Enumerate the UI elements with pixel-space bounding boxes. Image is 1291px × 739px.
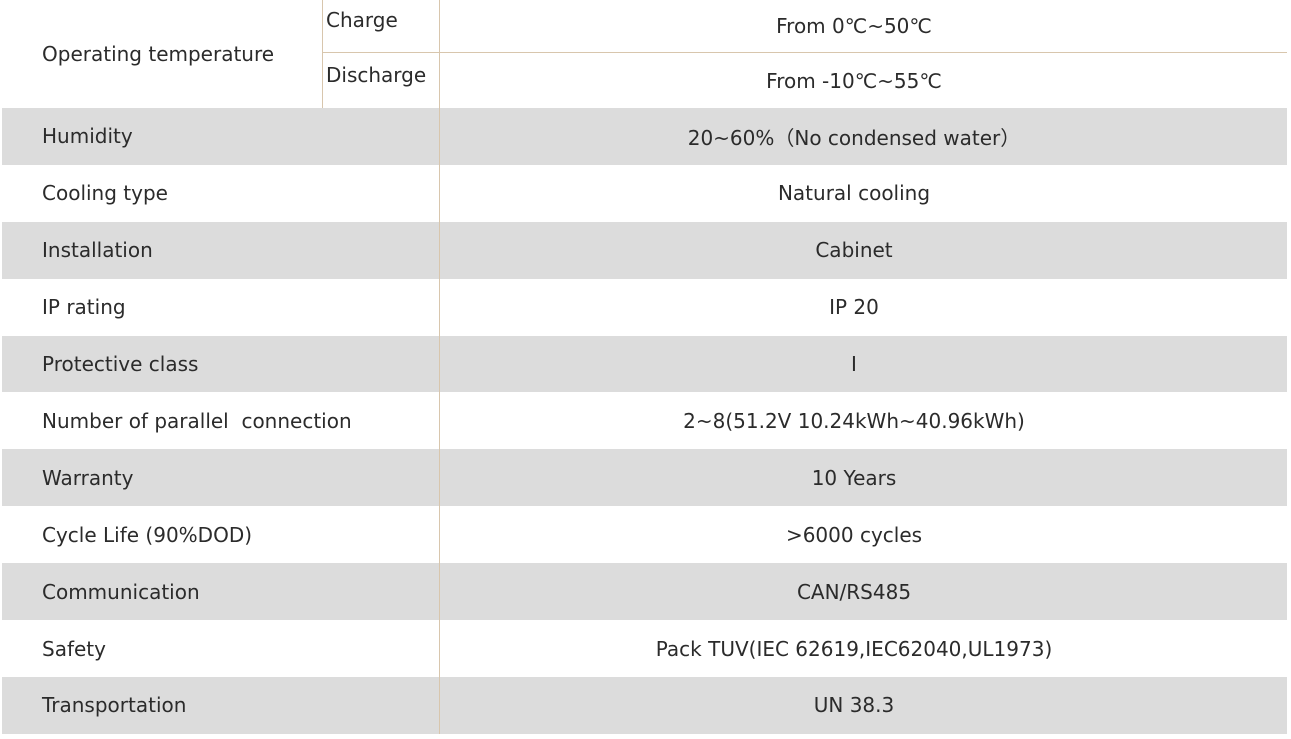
row-label: Cycle Life (90%DOD) [42,522,253,547]
table-row: Transportation UN 38.3 [2,677,1287,734]
cell-value: IP 20 [829,295,879,320]
table-row: Communication CAN/RS485 [2,563,1287,621]
table-row: Installation Cabinet [2,221,1287,279]
row-label: IP rating [42,295,126,320]
row-label: Communication [42,579,200,604]
table-row: IP rating IP 20 [2,279,1287,336]
cell-value: 20~60%（No condensed water） [687,125,1021,150]
divider [322,0,323,108]
row-label: Installation [42,238,153,263]
cell-value: Cabinet [815,238,893,263]
sub-label: Charge [326,8,398,32]
divider [439,0,440,734]
divider [322,52,1287,53]
row-label: Humidity [42,124,133,149]
row-label: Warranty [42,465,134,490]
cell-value: >6000 cycles [785,522,923,547]
cell-value: From -10℃~55℃ [766,68,942,93]
row-label: Transportation [42,693,187,718]
row-label: Protective class [42,352,199,377]
cell-value: From 0℃~50℃ [776,14,932,38]
row-label: Operating temperature [42,42,275,66]
table-row: Humidity 20~60%（No condensed water） [2,108,1287,165]
table-row: Cooling type Natural cooling [2,165,1287,222]
cell-value: 2~8(51.2V 10.24kWh~40.96kWh) [683,408,1025,433]
cell-value: Pack TUV(IEC 62619,IEC62040,UL1973) [655,636,1053,661]
row-label: Safety [42,636,106,661]
sub-label: Discharge [326,62,427,87]
cell-value: UN 38.3 [813,693,895,718]
table-row: Cycle Life (90%DOD) >6000 cycles [2,506,1287,563]
cell-value: 10 Years [811,465,897,490]
cell-value: CAN/RS485 [796,579,912,604]
table-row: Protective class I [2,335,1287,393]
row-label: Cooling type [42,181,168,206]
row-label: Number of parallel connection [42,408,352,433]
table-row: Warranty 10 Years [2,449,1287,507]
table-row: Number of parallel connection 2~8(51.2V 1… [2,393,1287,450]
cell-value: Natural cooling [777,181,931,206]
cell-value: I [851,352,857,377]
table-row: Safety Pack TUV(IEC 62619,IEC62040,UL1973… [2,620,1287,677]
